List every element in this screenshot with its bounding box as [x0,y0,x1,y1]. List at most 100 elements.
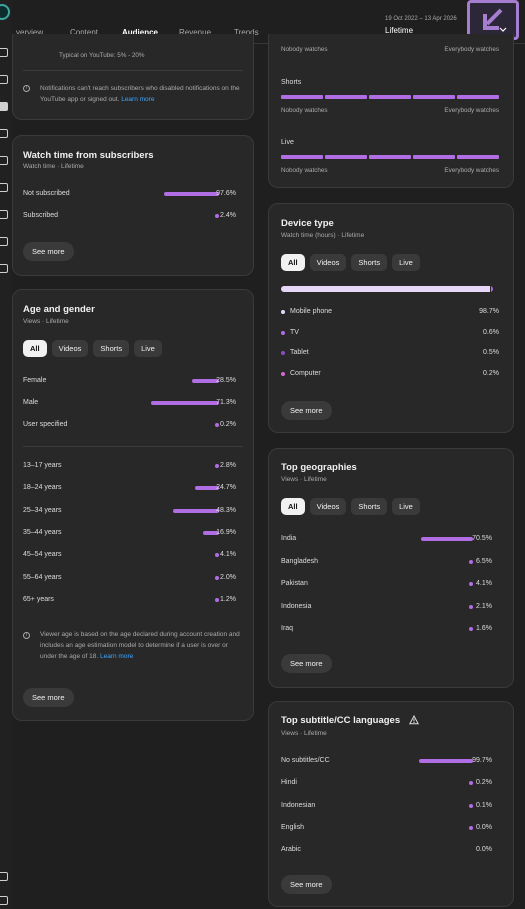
device-segment-tv [491,286,493,292]
card-title: Age and gender [23,304,95,315]
device-legend-row: Computer 0.2% [281,370,499,380]
filter-chip-shorts[interactable]: Shorts [351,498,388,515]
live-track [281,155,499,159]
legend-dot [281,330,285,335]
see-more-button[interactable]: See more [281,875,332,894]
see-more-button[interactable]: See more [281,401,332,420]
tab-overview[interactable]: verview [16,28,44,37]
age-row-label: 65+ years [23,595,54,603]
filter-chip-live[interactable]: Live [134,340,162,357]
device-label: Tablet [290,349,309,356]
community-icon[interactable] [0,129,8,138]
age-note: Viewer age is based on the age declared … [40,629,244,662]
device-legend-row: Mobile phone 98.7% [281,308,499,318]
language-row-dot [469,803,473,808]
track-max-label: Everybody watches [444,167,499,174]
age-row-dot [215,597,219,602]
age-row: 25–34 years 48.3% [23,507,243,517]
geography-row-bar [421,537,473,541]
filter-chip-shorts[interactable]: Shorts [351,254,388,271]
content-icon[interactable] [0,75,8,84]
language-row-value: 0.1% [476,801,492,809]
notifications-note: Notifications can't reach subscribers wh… [40,83,246,105]
see-more-button[interactable]: See more [281,654,332,673]
filter-chip-videos[interactable]: Videos [309,254,347,271]
card-divider [23,70,243,71]
geography-row-value: 70.5% [472,535,492,542]
arrow-down-left-icon [483,8,507,32]
feedback-icon[interactable] [0,896,8,905]
warning-icon[interactable] [409,715,419,725]
card-title: Top subtitle/CC languages [281,715,401,726]
age-row-value: 1.2% [220,595,236,603]
legend-dot [281,371,285,376]
earn-icon[interactable] [0,210,8,219]
tab-trends[interactable]: Trends [234,28,259,37]
track-max-label: Everybody watches [444,46,499,53]
age-row: 18–24 years 24.7% [23,484,243,494]
subscriber-row-bar [164,192,219,196]
filter-chip-all[interactable]: All [23,340,47,357]
filter-chip-live[interactable]: Live [392,254,420,271]
age-row: 35–44 years 16.9% [23,529,243,539]
geography-row: Iraq 1.6% [281,625,499,635]
see-more-button[interactable]: See more [23,688,74,707]
channel-avatar[interactable] [0,4,10,20]
card-subtitle: Views · Lifetime [23,318,69,325]
filter-chip-all[interactable]: All [281,254,305,271]
subtitles-icon[interactable] [0,156,8,165]
age-row-value: 48.3% [216,506,236,514]
settings-icon[interactable] [0,872,8,881]
age-row: 45–54 years 4.1% [23,551,243,561]
age-row: 55–64 years 2.0% [23,574,243,584]
track-min-label: Nobody watches [281,107,328,114]
device-type-card: Device type Watch time (hours) · Lifetim… [268,203,514,433]
learn-more-link[interactable]: Learn more [100,653,134,660]
geography-row-label: Pakistan [281,580,308,587]
copyright-icon[interactable] [0,183,8,192]
track-max-label: Everybody watches [444,107,499,114]
filter-chip-live[interactable]: Live [392,498,420,515]
shorts-track-title: Shorts [281,79,302,86]
tab-content[interactable]: Content [70,28,99,37]
age-row-label: 55–64 years [23,573,62,581]
language-row: English 0.0% [281,824,499,834]
analytics-icon[interactable] [0,102,8,111]
filter-chip-shorts[interactable]: Shorts [93,340,130,357]
subscriber-row: Not subscribed 97.6% [23,190,243,200]
gender-row: User specified 0.2% [23,421,243,431]
filter-chip-videos[interactable]: Videos [309,498,347,515]
geography-row-value: 2.1% [476,602,492,610]
notifications-note-text: Notifications can't reach subscribers wh… [40,85,240,103]
device-legend-row: Tablet 0.5% [281,349,499,359]
language-row-bar [419,759,473,763]
filter-chip-videos[interactable]: Videos [51,340,89,357]
gender-row-value: 71.3% [216,399,236,406]
filter-chip-all[interactable]: All [281,498,305,515]
date-range: 19 Oct 2022 – 13 Apr 2026 [385,16,457,22]
device-value: 0.5% [483,349,499,356]
customization-icon[interactable] [0,237,8,246]
age-row-value: 2.8% [220,462,236,469]
age-row-bar [195,486,219,491]
tab-revenue[interactable]: Revenue [179,28,212,37]
age-row-value: 16.9% [216,528,236,536]
see-more-button[interactable]: See more [23,242,74,261]
age-row-value: 4.1% [220,551,236,559]
age-row-label: 13–17 years [23,462,62,469]
tab-audience[interactable]: Audience [122,28,159,37]
gender-row-label: User specified [23,421,68,428]
audio-library-icon[interactable] [0,264,8,273]
language-row-value: 0.0% [476,823,492,831]
device-share-bar [281,286,493,292]
language-row-label: Hindi [281,779,297,787]
track-min-label: Nobody watches [281,167,328,174]
legend-dot [281,351,285,355]
period-selector[interactable]: Lifetime [385,26,414,35]
geography-row-dot [469,559,473,564]
learn-more-link[interactable]: Learn more [121,96,155,103]
age-row: 13–17 years 2.8% [23,462,243,472]
geography-row-label: Indonesia [281,602,312,610]
age-note-text: Viewer age is based on the age declared … [40,631,240,660]
dashboard-icon[interactable] [0,48,8,57]
